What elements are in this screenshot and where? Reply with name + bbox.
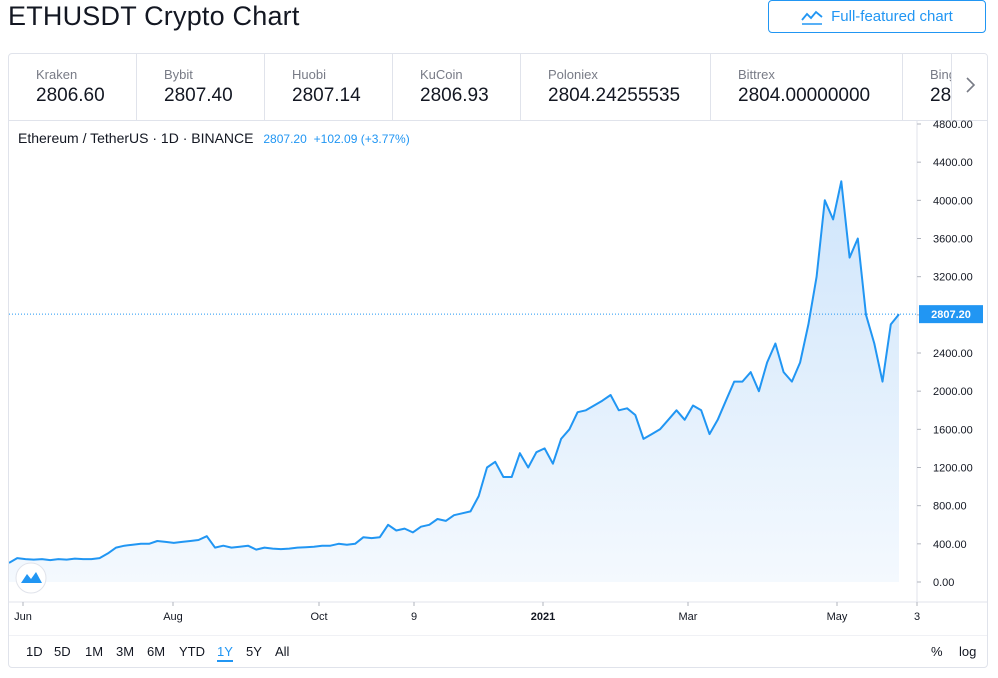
exchange-price: 2806.60 bbox=[36, 85, 105, 106]
exchange-item[interactable]: Bybit 2807.40 bbox=[137, 54, 265, 120]
exchange-price: 28 bbox=[930, 85, 952, 106]
range-5d[interactable]: 5D bbox=[54, 644, 71, 659]
range-6m[interactable]: 6M bbox=[147, 644, 166, 659]
page-title: ETHUSDT Crypto Chart bbox=[8, 1, 300, 31]
exchange-name: Poloniex bbox=[548, 67, 598, 82]
percent-scale-toggle[interactable]: % bbox=[931, 644, 943, 659]
price-axis-label: 0.00 bbox=[933, 577, 954, 589]
price-axis-label: 4000.00 bbox=[933, 195, 973, 207]
exchange-item[interactable]: Poloniex 2804.24255535 bbox=[521, 54, 711, 120]
price-area-fill bbox=[9, 181, 899, 583]
time-axis-label: Mar bbox=[679, 611, 698, 623]
exchange-name: KuCoin bbox=[420, 67, 463, 82]
price-chart[interactable]: 4800.004400.004000.003600.003200.002800.… bbox=[9, 120, 987, 636]
chevron-right-icon bbox=[964, 76, 976, 99]
exchange-item[interactable]: KuCoin 2806.93 bbox=[393, 54, 521, 120]
range-1d[interactable]: 1D bbox=[26, 644, 43, 659]
last-price-label: 2807.20 bbox=[931, 309, 971, 321]
time-axis-label: 2021 bbox=[531, 611, 555, 623]
range-ytd[interactable]: YTD bbox=[179, 644, 205, 659]
exchange-price: 2804.24255535 bbox=[548, 85, 681, 106]
tradingview-logo[interactable] bbox=[15, 562, 47, 594]
last-price-tag bbox=[919, 305, 983, 324]
exchange-name: Huobi bbox=[292, 67, 326, 82]
ticker-next-button[interactable] bbox=[951, 54, 987, 120]
exchange-price: 2806.93 bbox=[420, 85, 489, 106]
range-3m[interactable]: 3M bbox=[116, 644, 135, 659]
exchange-item[interactable]: Bing 28 bbox=[903, 54, 963, 120]
chart-icon bbox=[801, 9, 823, 25]
price-axis-label: 1600.00 bbox=[933, 424, 973, 436]
price-axis-label: 400.00 bbox=[933, 539, 967, 551]
full-featured-chart-label: Full-featured chart bbox=[831, 8, 953, 25]
full-featured-chart-button[interactable]: Full-featured chart bbox=[768, 0, 986, 33]
price-axis-label: 2400.00 bbox=[933, 348, 973, 360]
range-1y[interactable]: 1Y bbox=[217, 644, 233, 662]
time-axis-label: Aug bbox=[163, 611, 183, 623]
exchange-price: 2807.14 bbox=[292, 85, 361, 106]
range-selector: 1D 5D 1M 3M 6M YTD 1Y 5Y All % log bbox=[9, 636, 987, 667]
exchange-price: 2804.00000000 bbox=[738, 85, 871, 106]
chart-widget: Kraken 2806.60 Bybit 2807.40 Huobi 2807.… bbox=[8, 53, 988, 668]
exchange-name: Bing bbox=[930, 67, 957, 82]
time-axis-label: May bbox=[827, 611, 848, 623]
exchange-item[interactable]: Bittrex 2804.00000000 bbox=[711, 54, 903, 120]
range-5y[interactable]: 5Y bbox=[246, 644, 262, 659]
price-axis-label: 4400.00 bbox=[933, 157, 973, 169]
time-axis-label: 3 bbox=[914, 611, 920, 623]
exchange-item[interactable]: Huobi 2807.14 bbox=[265, 54, 393, 120]
time-axis-label: Jun bbox=[14, 611, 32, 623]
range-all[interactable]: All bbox=[275, 644, 290, 659]
exchange-name: Kraken bbox=[36, 67, 78, 82]
legend-symbol: Ethereum / TetherUS · 1D · BINANCE bbox=[18, 130, 254, 146]
exchange-name: Bybit bbox=[164, 67, 193, 82]
time-axis-label: 9 bbox=[411, 611, 417, 623]
price-axis-label: 1200.00 bbox=[933, 463, 973, 475]
legend-last-price: 2807.20 bbox=[263, 132, 307, 146]
legend-change: +102.09 (+3.77%) bbox=[313, 132, 410, 146]
exchange-ticker-row: Kraken 2806.60 Bybit 2807.40 Huobi 2807.… bbox=[9, 54, 987, 121]
range-1m[interactable]: 1M bbox=[85, 644, 104, 659]
price-axis-label: 3600.00 bbox=[933, 234, 973, 246]
price-axis-label: 4800.00 bbox=[933, 120, 973, 131]
price-axis-label: 3200.00 bbox=[933, 272, 973, 284]
price-axis-label: 800.00 bbox=[933, 501, 967, 513]
exchange-name: Bittrex bbox=[738, 67, 775, 82]
price-line bbox=[9, 180, 900, 564]
chart-legend: Ethereum / TetherUS · 1D · BINANCE 2807.… bbox=[18, 130, 410, 146]
exchange-item[interactable]: Kraken 2806.60 bbox=[9, 54, 137, 120]
log-scale-toggle[interactable]: log bbox=[959, 644, 977, 659]
price-axis-label: 2000.00 bbox=[933, 386, 973, 398]
exchange-price: 2807.40 bbox=[164, 85, 233, 106]
time-axis-label: Oct bbox=[310, 611, 327, 623]
